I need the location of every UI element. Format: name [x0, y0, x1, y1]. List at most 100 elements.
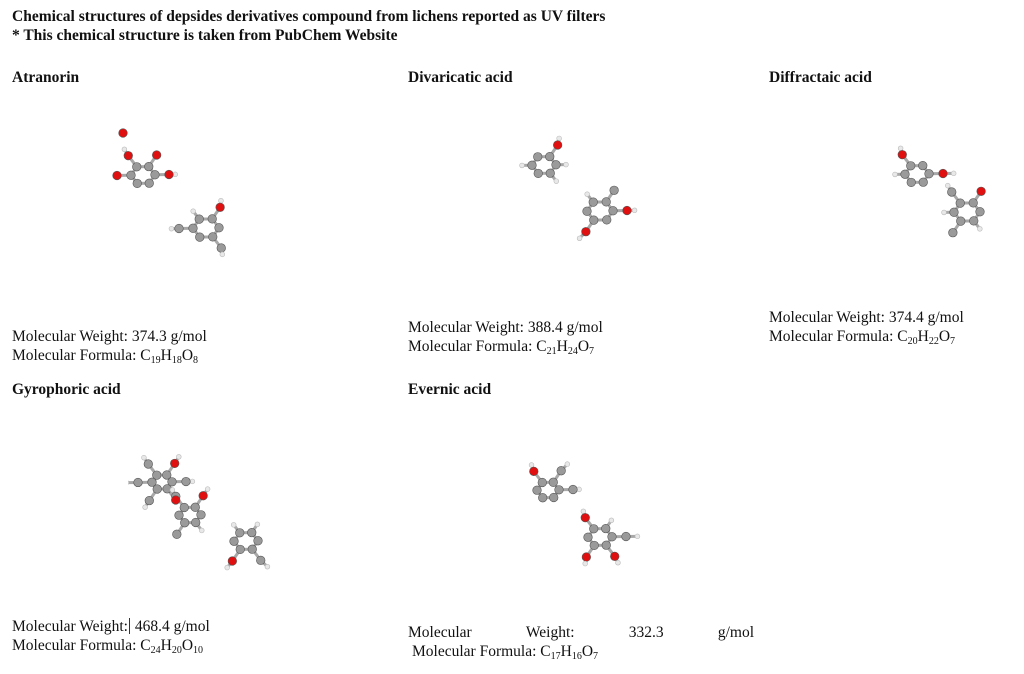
hydrogen-atom	[556, 135, 562, 142]
hydrogen-atom	[141, 454, 147, 461]
oxygen-atom	[581, 552, 591, 562]
carbon-atom	[253, 536, 263, 546]
text-cursor	[128, 618, 130, 634]
carbon-atom	[194, 214, 204, 224]
carbon-atom	[174, 510, 184, 520]
carbon-atom	[545, 151, 555, 162]
carbon-atom	[132, 178, 142, 189]
carbon-atom	[533, 152, 543, 162]
hydrogen-atom	[584, 191, 590, 197]
hydrogen-atom	[218, 198, 224, 204]
diffractaic-acid-structure-image	[892, 145, 986, 238]
carbon-atom	[906, 177, 916, 188]
carbon-atom	[235, 544, 245, 555]
oxygen-atom	[610, 551, 620, 561]
carbon-atom	[601, 523, 611, 534]
carbon-atom	[527, 160, 537, 170]
hydrogen-atom	[204, 486, 211, 492]
carbon-atom	[196, 510, 206, 520]
hydrogen-atom	[564, 461, 571, 467]
oxygen-atom	[164, 169, 174, 180]
evernic-acid-molecular-formula: Molecular Formula: C17H16O7	[412, 643, 599, 662]
document-title: Chemical structures of depsides derivati…	[12, 8, 606, 25]
carbon-atom	[621, 531, 631, 542]
carbon-atom	[152, 470, 162, 480]
evernic-acid-molecular-weight: Molecular Weight: 332.3 g/mol	[408, 624, 754, 641]
carbon-atom	[180, 518, 190, 528]
hydrogen-atom	[634, 533, 641, 540]
carbon-atom	[608, 206, 618, 216]
carbon-atom	[956, 216, 966, 226]
carbon-atom	[144, 178, 154, 188]
hydrogen-atom	[897, 145, 904, 151]
hydrogen-atom	[168, 225, 175, 232]
hydrogen-atom	[169, 487, 176, 493]
carbon-atom	[162, 470, 172, 480]
hydrogen-atom	[553, 178, 560, 184]
compound-name-divaricatic-acid: Divaricatic acid	[408, 69, 513, 86]
carbon-atom	[955, 198, 965, 208]
oxygen-atom	[976, 186, 986, 196]
carbon-atom	[208, 232, 218, 242]
carbon-atom	[975, 207, 985, 217]
hydrogen-atom	[608, 517, 615, 524]
hydrogen-atom	[189, 478, 196, 485]
atranorin-molecular-formula: Molecular Formula: C19H18O8	[12, 347, 199, 366]
oxygen-atom	[227, 556, 237, 566]
carbon-atom	[256, 555, 266, 565]
carbon-atom	[235, 528, 245, 538]
oxygen-atom	[581, 227, 591, 237]
carbon-atom	[126, 170, 136, 180]
carbon-atom	[918, 177, 928, 187]
carbon-atom	[601, 540, 611, 550]
hydrogen-atom	[576, 235, 583, 241]
carbon-atom	[147, 477, 157, 487]
carbon-atom	[207, 214, 217, 224]
carbon-atom	[568, 484, 578, 495]
hydrogen-atom	[528, 462, 535, 468]
hydrogen-atom	[176, 454, 182, 460]
hydrogen-atom	[230, 522, 237, 528]
hydrogen-atom	[199, 527, 205, 534]
oxygen-atom	[553, 140, 563, 150]
oxygen-atom	[938, 168, 948, 179]
carbon-atom	[607, 532, 617, 542]
oxygen-atom	[123, 151, 133, 161]
carbon-atom	[144, 161, 154, 172]
carbon-atom	[167, 477, 177, 487]
carbon-atom	[174, 223, 184, 234]
carbon-atom	[191, 517, 201, 528]
compound-name-diffractaic-acid: Diffractaic acid	[769, 69, 872, 86]
carbon-atom	[181, 476, 191, 487]
carbon-atom	[538, 493, 548, 503]
evernic-acid-structure-image	[528, 461, 641, 567]
oxygen-atom	[112, 170, 122, 181]
hydrogen-atom	[892, 171, 898, 178]
carbon-atom	[188, 223, 198, 233]
carbon-atom	[216, 243, 226, 253]
hydrogen-atom	[977, 226, 983, 232]
source-note: * This chemical structure is taken from …	[12, 27, 398, 44]
divaricatic-acid-structure-image	[519, 135, 638, 241]
hydrogen-atom	[563, 161, 569, 168]
hydrogen-atom	[582, 560, 588, 567]
carbon-atom	[545, 168, 555, 178]
gyrophoric-acid-properties: Molecular Weight: 468.4 g/mol Molecular …	[12, 617, 210, 656]
carbon-atom	[588, 197, 598, 207]
atranorin-structure-image	[112, 128, 226, 258]
hydrogen-atom	[950, 170, 957, 177]
oxygen-atom	[580, 513, 590, 523]
oxygen-atom	[215, 202, 225, 212]
carbon-atom	[968, 198, 978, 208]
carbon-atom	[589, 524, 599, 534]
carbon-atom	[229, 536, 239, 546]
oxygen-atom	[897, 150, 907, 160]
carbon-atom	[190, 502, 200, 512]
carbon-atom	[906, 161, 916, 171]
compound-name-atranorin: Atranorin	[12, 69, 80, 86]
divaricatic-acid-properties: Molecular Weight: 388.4 g/mol Molecular …	[408, 318, 603, 357]
carbon-atom	[532, 485, 542, 495]
carbon-atom	[132, 162, 142, 172]
carbon-atom	[143, 459, 153, 469]
carbon-atom	[556, 466, 566, 476]
